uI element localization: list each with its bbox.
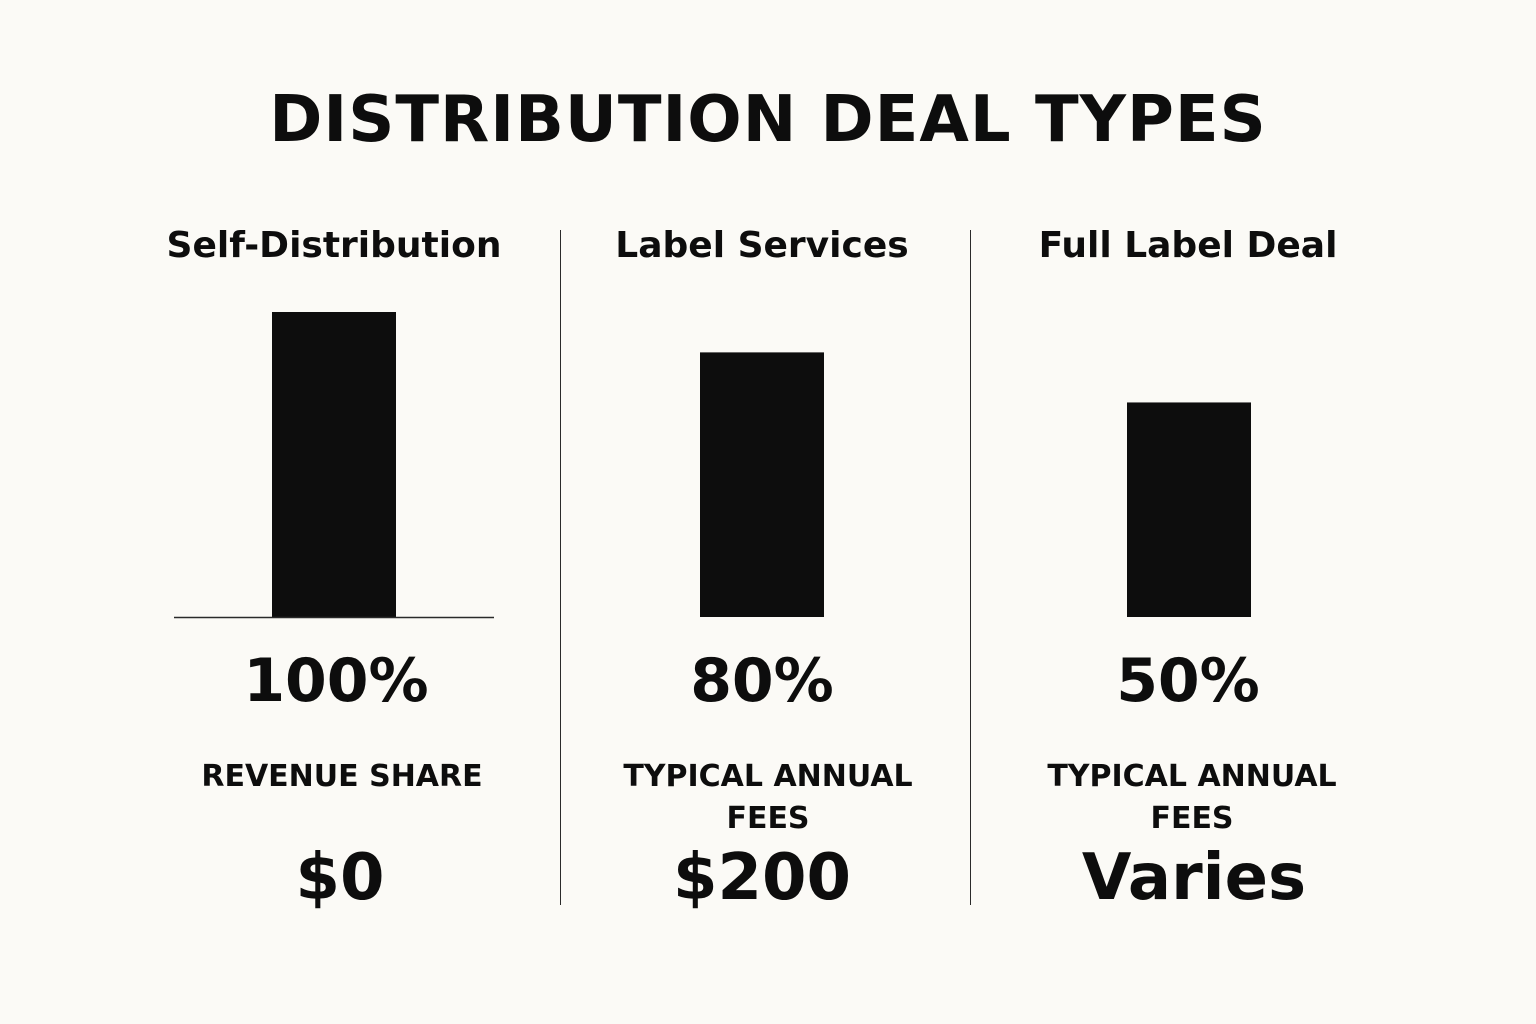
metric-value-label-services: $200 [672, 841, 852, 915]
metric-label-self-distribution: REVENUE SHARE [201, 759, 483, 794]
bar-full-label-deal [1127, 402, 1251, 617]
column-title-full-label-deal: Full Label Deal [1038, 225, 1338, 266]
data-label-full-label-deal: 50% [1116, 646, 1260, 716]
column-divider [970, 230, 971, 905]
column-divider [560, 230, 561, 905]
bar-label-services [700, 352, 824, 617]
metric-label-label-services: TYPICAL ANNUAL FEES [623, 759, 913, 836]
bar-self-distribution [272, 312, 396, 617]
chart-title: DISTRIBUTION DEAL TYPES [269, 83, 1267, 157]
data-label-label-services: 80% [690, 646, 834, 716]
column-title-self-distribution: Self-Distribution [166, 225, 502, 266]
column-title-label-services: Label Services [615, 225, 909, 266]
data-label-self-distribution: 100% [243, 646, 429, 716]
metric-value-full-label-deal: Varies [1081, 841, 1307, 915]
metric-value-self-distribution: $0 [295, 841, 385, 915]
metric-label-full-label-deal: TYPICAL ANNUAL FEES [1047, 759, 1337, 836]
